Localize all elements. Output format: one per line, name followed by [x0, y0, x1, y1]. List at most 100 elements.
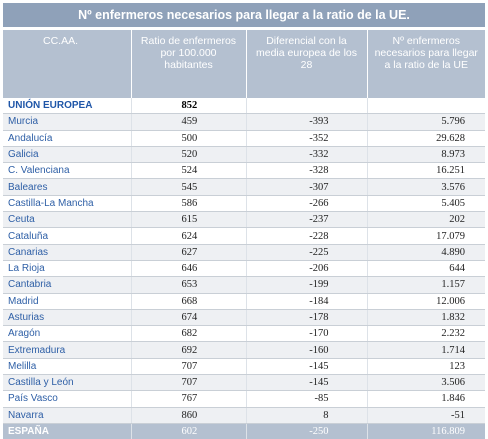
table-row: Ceuta 615 -237 202: [3, 211, 485, 229]
header-row: CC.AA. Ratio de enfermeros por 100.000 h…: [3, 30, 485, 98]
table-figure: Nº enfermeros necesarios para llegar a l…: [3, 3, 485, 439]
region-name: La Rioja: [3, 260, 132, 278]
needed-cell: 16.251: [367, 162, 485, 180]
table-row: Madrid 668 -184 12.006: [3, 293, 485, 310]
diff-cell: -328: [246, 162, 368, 180]
diff-cell: 8: [246, 407, 368, 424]
table-row: Cataluña 624 -228 17.079: [3, 227, 485, 245]
eu-row: UNIÓN EUROPEA 852: [3, 98, 485, 115]
region-name: Madrid: [3, 293, 132, 310]
ratio-cell: 545: [131, 178, 247, 196]
table-row: Castilla-La Mancha 586 -266 5.405: [3, 195, 485, 213]
needed-cell: 5.796: [367, 113, 485, 131]
eu-needed: [367, 98, 485, 115]
ratio-cell: 524: [131, 162, 247, 180]
header-ratio: Ratio de enfermeros por 100.000 habitant…: [131, 30, 247, 98]
ratio-cell: 602: [131, 423, 247, 439]
header-necesarios: Nº enfermeros necesarios para llegar a l…: [367, 30, 485, 98]
diff-cell: -199: [246, 276, 368, 294]
needed-cell: 8.973: [367, 146, 485, 164]
table-row: Aragón 682 -170 2.232: [3, 325, 485, 343]
ratio-cell: 707: [131, 374, 247, 392]
region-name: Ceuta: [3, 211, 132, 229]
needed-cell: 116.809: [367, 423, 485, 439]
table-row: Galicia 520 -332 8.973: [3, 146, 485, 164]
diff-cell: -307: [246, 178, 368, 196]
needed-cell: 1.157: [367, 276, 485, 294]
ratio-cell: 707: [131, 358, 247, 376]
ratio-cell: 624: [131, 227, 247, 245]
region-name: Castilla-La Mancha: [3, 195, 132, 213]
header-diferencial: Diferencial con la media europea de los …: [246, 30, 368, 98]
diff-cell: -170: [246, 325, 368, 343]
needed-cell: 3.576: [367, 178, 485, 196]
diff-cell: -184: [246, 293, 368, 310]
ratio-cell: 500: [131, 130, 247, 147]
table-row: Murcia 459 -393 5.796: [3, 113, 485, 131]
region-name: Navarra: [3, 407, 132, 424]
ratio-cell: 459: [131, 113, 247, 131]
table-row: País Vasco 767 -85 1.846: [3, 390, 485, 408]
needed-cell: -51: [367, 407, 485, 424]
ratio-cell: 653: [131, 276, 247, 294]
total-row: ESPAÑA 602 -250 116.809: [3, 423, 485, 439]
diff-cell: -228: [246, 227, 368, 245]
eu-ratio: 852: [131, 98, 247, 115]
nurse-ratio-table: CC.AA. Ratio de enfermeros por 100.000 h…: [3, 30, 485, 439]
needed-cell: 17.079: [367, 227, 485, 245]
ratio-cell: 646: [131, 260, 247, 278]
needed-cell: 29.628: [367, 130, 485, 147]
ratio-cell: 682: [131, 325, 247, 343]
needed-cell: 2.232: [367, 325, 485, 343]
table-row: C. Valenciana 524 -328 16.251: [3, 162, 485, 180]
region-name: Galicia: [3, 146, 132, 164]
diff-cell: -178: [246, 309, 368, 327]
needed-cell: 202: [367, 211, 485, 229]
diff-cell: -266: [246, 195, 368, 213]
table-row: Canarias 627 -225 4.890: [3, 244, 485, 261]
region-name: Canarias: [3, 244, 132, 261]
diff-cell: -352: [246, 130, 368, 147]
ratio-cell: 668: [131, 293, 247, 310]
needed-cell: 5.405: [367, 195, 485, 213]
needed-cell: 644: [367, 260, 485, 278]
diff-cell: -225: [246, 244, 368, 261]
region-name: Baleares: [3, 178, 132, 196]
diff-cell: -393: [246, 113, 368, 131]
table-row: Andalucía 500 -352 29.628: [3, 130, 485, 147]
needed-cell: 1.714: [367, 341, 485, 359]
diff-cell: -332: [246, 146, 368, 164]
table-row: Castilla y León 707 -145 3.506: [3, 374, 485, 392]
region-name: Andalucía: [3, 130, 132, 147]
eu-name: UNIÓN EUROPEA: [3, 98, 132, 115]
ratio-cell: 627: [131, 244, 247, 261]
ratio-cell: 615: [131, 211, 247, 229]
header-ccaa: CC.AA.: [3, 30, 132, 98]
table-row: Baleares 545 -307 3.576: [3, 178, 485, 196]
region-name: Asturias: [3, 309, 132, 327]
ratio-cell: 692: [131, 341, 247, 359]
needed-cell: 4.890: [367, 244, 485, 261]
region-name: Extremadura: [3, 341, 132, 359]
table-row: Asturias 674 -178 1.832: [3, 309, 485, 327]
table-row: Navarra 860 8 -51: [3, 407, 485, 424]
needed-cell: 1.832: [367, 309, 485, 327]
ratio-cell: 674: [131, 309, 247, 327]
table-row: Melilla 707 -145 123: [3, 358, 485, 376]
table-row: La Rioja 646 -206 644: [3, 260, 485, 278]
diff-cell: -85: [246, 390, 368, 408]
region-name: País Vasco: [3, 390, 132, 408]
ratio-cell: 586: [131, 195, 247, 213]
table-title: Nº enfermeros necesarios para llegar a l…: [3, 3, 485, 27]
region-name: Melilla: [3, 358, 132, 376]
region-name: Cataluña: [3, 227, 132, 245]
needed-cell: 12.006: [367, 293, 485, 310]
needed-cell: 3.506: [367, 374, 485, 392]
table-row: Cantabria 653 -199 1.157: [3, 276, 485, 294]
region-name: C. Valenciana: [3, 162, 132, 180]
ratio-cell: 767: [131, 390, 247, 408]
needed-cell: 123: [367, 358, 485, 376]
diff-cell: -145: [246, 374, 368, 392]
ratio-cell: 520: [131, 146, 247, 164]
diff-cell: -206: [246, 260, 368, 278]
